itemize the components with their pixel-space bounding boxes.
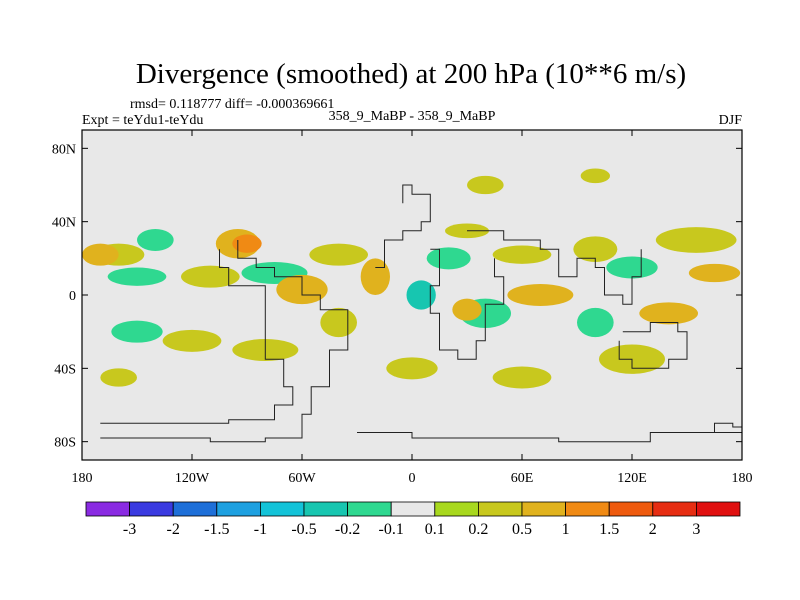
colorbar-swatch — [565, 501, 610, 517]
field-blob — [452, 298, 482, 321]
colorbar-swatch — [521, 501, 566, 517]
y-tick-label: 0 — [69, 289, 76, 304]
field-blob — [162, 329, 222, 352]
colorbar-label: 0.5 — [512, 521, 532, 538]
coastline — [100, 240, 349, 443]
colorbar-label: -1 — [254, 521, 267, 538]
field-blob — [580, 168, 610, 184]
colorbar-swatch — [696, 501, 741, 517]
season-label: DJF — [719, 113, 743, 128]
coastline — [375, 184, 431, 268]
chart-title: Divergence (smoothed) at 200 hPa (10**6 … — [136, 58, 686, 90]
field-blob — [386, 357, 438, 380]
field-blob — [492, 245, 552, 264]
colorbar-swatch — [216, 501, 261, 517]
x-tick-label: 0 — [409, 471, 416, 486]
field-blob — [82, 243, 119, 266]
field-blob — [406, 280, 436, 310]
x-tick-label: 60W — [288, 471, 316, 486]
colorbar-swatch — [652, 501, 697, 517]
field-blob — [426, 247, 471, 270]
axes: 180 120W 60W 0 60E 120E 180 80N 40N 0 40S 80S — [52, 130, 753, 486]
field-blob — [309, 243, 368, 266]
colorbar-swatch — [303, 501, 348, 517]
colorbar-label: 3 — [692, 521, 700, 538]
colorbar-swatch — [477, 501, 523, 517]
colorbar-swatch — [608, 501, 654, 517]
case-label: 358_9_MaBP - 358_9_MaBP — [329, 109, 496, 124]
x-tick-label: 120W — [175, 471, 210, 486]
field-blob — [606, 256, 658, 279]
x-tick-label: 60E — [511, 471, 534, 486]
y-tick-label: 40N — [52, 216, 76, 231]
coastline — [429, 248, 505, 360]
colorbar-swatch — [172, 501, 218, 517]
colorbar-swatch — [390, 501, 436, 517]
y-tick-label: 80N — [52, 142, 76, 157]
colorbar-label: -0.2 — [335, 521, 360, 538]
colorbar-label: -2 — [167, 521, 180, 538]
field-blob — [492, 366, 552, 389]
colorbar-label: 1.5 — [599, 521, 619, 538]
y-tick-label: 80S — [54, 436, 76, 451]
colorbar: -3 -2 -1.5 -1 -0.5 -0.2 -0.1 0.1 0.2 0.5 1 1.5 2 3 — [85, 501, 741, 538]
colorbar-label: -3 — [123, 521, 136, 538]
field-blob — [655, 227, 737, 253]
field-blob — [100, 368, 137, 387]
field-blob — [111, 320, 163, 343]
coastline — [467, 230, 642, 305]
field-blob — [137, 229, 174, 251]
field-blob — [639, 302, 699, 325]
stats-label: rmsd= 0.118777 diff= -0.000369661 — [130, 97, 334, 112]
field-blob — [573, 236, 618, 262]
colorbar-swatch — [347, 501, 392, 517]
coastline — [357, 432, 742, 443]
colorbar-swatch — [129, 501, 174, 517]
coastlines — [100, 184, 742, 443]
colorbar-label: 1 — [562, 521, 570, 538]
y-tick-label: 40S — [54, 362, 76, 377]
field-blob — [181, 265, 240, 288]
colorbar-label: -0.1 — [379, 521, 404, 538]
colorbar-swatch — [434, 501, 479, 517]
x-tick-label: 180 — [732, 471, 753, 486]
coastline — [618, 322, 688, 369]
colorbar-swatch — [259, 501, 305, 517]
coastline — [705, 422, 742, 433]
colorbar-label: 2 — [649, 521, 657, 538]
coastline — [100, 249, 294, 424]
field-blob — [232, 234, 262, 253]
experiment-label: Expt = teYdu1-teYdu — [82, 113, 203, 128]
field-blob — [320, 307, 357, 338]
field-blob — [107, 267, 167, 286]
field-blob — [507, 284, 574, 306]
field-blob — [360, 258, 391, 295]
colorbar-label: 0.2 — [468, 521, 488, 538]
colorbar-label: 0.1 — [425, 521, 445, 538]
colorbar-label: -1.5 — [204, 521, 229, 538]
field-blob — [688, 263, 741, 283]
field-blob — [467, 175, 504, 195]
colorbar-swatch — [85, 501, 130, 517]
divergence-field — [82, 168, 741, 389]
field-blob — [577, 307, 614, 338]
x-tick-label: 120E — [617, 471, 647, 486]
colorbar-label: -0.5 — [291, 521, 316, 538]
x-tick-label: 180 — [72, 471, 93, 486]
